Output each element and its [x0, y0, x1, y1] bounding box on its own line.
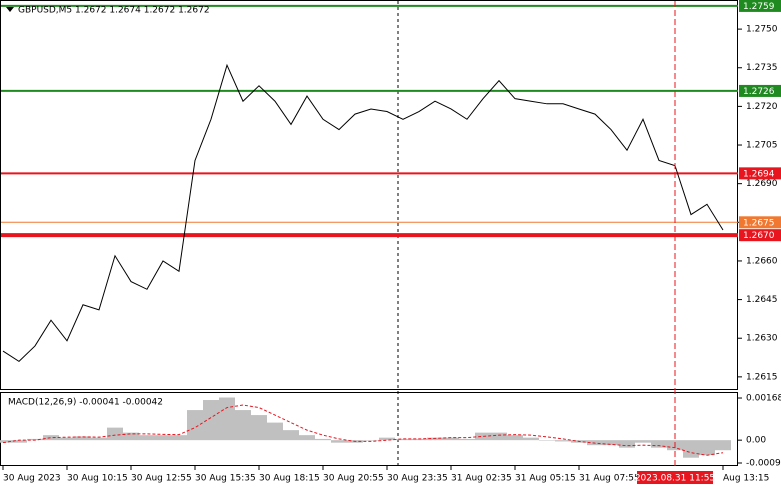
chart-title: GBPUSD,M5 1.2672 1.2674 1.2672 1.2672 [18, 6, 210, 16]
macd-bar [283, 430, 299, 441]
x-tick-label: 31 Aug 02:35 [451, 474, 512, 484]
y-tick-label: 1.2750 [746, 25, 778, 35]
x-tick-label: 31 Aug 07:55 [579, 474, 640, 484]
macd-bar [107, 427, 123, 441]
y-tick-label: 1.2720 [746, 102, 778, 112]
macd-title: MACD(12,26,9) -0.00041 -0.00042 [8, 398, 163, 408]
x-tick-label: Aug 13:15 [723, 474, 769, 484]
macd-bar [603, 440, 619, 446]
macd-bar [139, 435, 155, 441]
crosshair-label: 2023.08.31 11:55 [635, 474, 715, 484]
macd-panel [0, 392, 738, 466]
macd-bar [171, 435, 187, 441]
level-label-box [739, 229, 781, 242]
macd-bar [443, 437, 459, 441]
y-tick-label: 1.2660 [746, 256, 778, 266]
macd-tick-label: -0.00091 [746, 458, 781, 468]
level-label-box [739, 84, 781, 97]
x-tick-label: 30 Aug 18:15 [259, 474, 320, 484]
macd-bar [651, 440, 667, 448]
level-label: 1.2675 [743, 218, 775, 228]
macd-bar [459, 438, 475, 441]
macd-bar [411, 438, 427, 441]
marks [0, 4, 738, 458]
y-tick-label: 1.2630 [746, 334, 778, 344]
macd-bar [635, 440, 651, 443]
menu-arrow [6, 7, 14, 12]
macd-bar [315, 438, 331, 441]
macd-tick-label: 0.00 [746, 436, 766, 446]
y-tick-label: 1.2705 [746, 141, 778, 151]
macd-bar [187, 410, 203, 441]
macd-bar [619, 440, 635, 448]
y-tick-label: 1.2615 [746, 372, 778, 382]
macd-bar [219, 397, 235, 441]
macd-signal [2, 404, 724, 456]
level-label-box [739, 167, 781, 180]
macd-bar [251, 415, 267, 441]
macd-bar [395, 438, 411, 441]
macd-bar [507, 435, 523, 441]
level-label-box [739, 0, 781, 12]
main-panel [0, 0, 738, 390]
macd-bar [379, 437, 395, 441]
macd-bar [123, 432, 139, 441]
y-tick-label: 1.2690 [746, 179, 778, 189]
x-tick-label: 30 Aug 12:55 [131, 474, 192, 484]
x-tick-label: 30 Aug 23:35 [387, 474, 448, 484]
macd-bar [59, 437, 75, 441]
level-label: 1.2759 [743, 2, 775, 12]
macd-bar [91, 437, 107, 441]
macd-bar [523, 437, 539, 441]
y-tick-label: 1.2735 [746, 63, 778, 73]
macd-bar [155, 435, 171, 441]
price-line [2, 63, 724, 363]
x-tick-label: 30 Aug 2023 [3, 474, 61, 484]
macd-bar [235, 410, 251, 441]
macd-bar [475, 432, 491, 441]
macd-bar [267, 422, 283, 441]
crosshair-label-box [637, 471, 713, 484]
macd-bar [363, 440, 379, 441]
level-label-box [739, 216, 781, 229]
level-label: 1.2670 [743, 231, 775, 241]
macd-bar [11, 440, 27, 443]
macd-tick-label: 0.00168 [746, 394, 781, 404]
macd-bar [75, 436, 91, 441]
macd-bar [683, 440, 699, 458]
x-tick-label: 30 Aug 10:15 [67, 474, 128, 484]
macd-bar [27, 438, 43, 441]
y-tick-label: 1.2645 [746, 295, 778, 305]
x-tick-label: 30 Aug 15:35 [195, 474, 256, 484]
macd-bar [715, 440, 731, 451]
level-label: 1.2726 [743, 87, 775, 97]
x-tick-label: 30 Aug 20:55 [323, 474, 384, 484]
macd-bar [331, 440, 347, 443]
level-label: 1.2694 [743, 169, 775, 179]
macd-bar [539, 440, 555, 441]
macd-bar [0, 440, 11, 443]
macd-bar [43, 435, 59, 441]
macd-bar [203, 400, 219, 441]
macd-bar [299, 435, 315, 441]
macd-bar [491, 432, 507, 441]
macd-bar [427, 437, 443, 441]
x-tick-label: 31 Aug 05:15 [515, 474, 576, 484]
macd-bar [555, 440, 571, 442]
macd-bar [699, 440, 715, 456]
